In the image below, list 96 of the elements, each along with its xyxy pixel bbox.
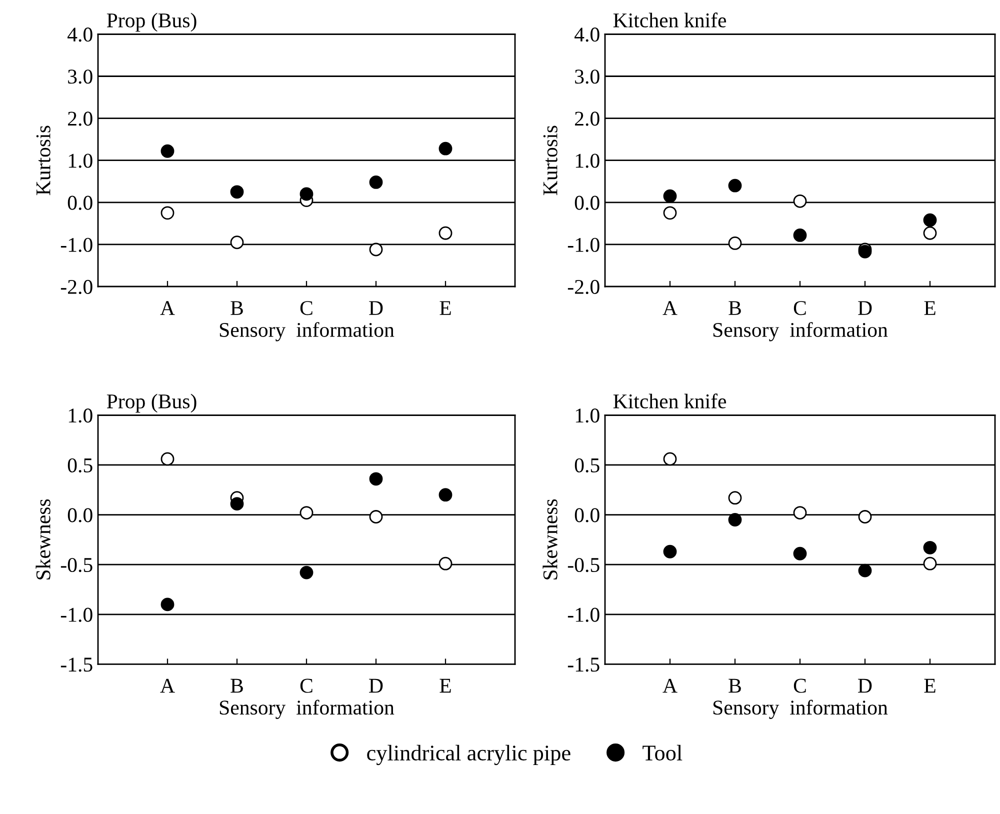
y-tick-label: 4.0 bbox=[68, 28, 92, 42]
point bbox=[300, 506, 314, 520]
point bbox=[160, 144, 174, 158]
point bbox=[230, 185, 244, 199]
point bbox=[728, 491, 742, 505]
point bbox=[663, 452, 677, 466]
y-tick-label: 3.0 bbox=[68, 70, 92, 84]
point bbox=[923, 226, 937, 240]
x-tick-label: A bbox=[160, 301, 175, 315]
point bbox=[438, 488, 452, 502]
point bbox=[858, 564, 872, 578]
x-tick-label: B bbox=[230, 301, 243, 315]
legend-label: cylindrical acrylic pipe bbox=[367, 744, 570, 766]
y-tick-label: -1.0 bbox=[60, 608, 92, 622]
point bbox=[793, 228, 807, 242]
x-tick-label: A bbox=[662, 678, 678, 693]
y-tick-label: -2.0 bbox=[568, 280, 600, 294]
y-tick-label: -1.0 bbox=[568, 238, 600, 252]
point bbox=[728, 513, 742, 526]
y-tick-label: -1.0 bbox=[568, 608, 600, 622]
point bbox=[230, 497, 244, 511]
y-tick-label: 0.0 bbox=[574, 508, 600, 522]
point bbox=[858, 510, 872, 524]
point bbox=[160, 206, 174, 220]
point bbox=[438, 142, 452, 156]
point bbox=[728, 178, 742, 192]
point bbox=[300, 187, 314, 201]
y-tick-label: 3.0 bbox=[575, 70, 600, 84]
legend-label: Tool bbox=[642, 744, 682, 761]
y-tick-label: 2.0 bbox=[575, 112, 600, 126]
y-tick-label: 0.0 bbox=[68, 508, 92, 522]
x-tick-label: C bbox=[300, 301, 312, 316]
point bbox=[369, 176, 383, 189]
x-tick-label: C bbox=[794, 301, 806, 316]
y-tick-label: 1.0 bbox=[576, 154, 600, 168]
y-tick-label: 0.0 bbox=[68, 196, 92, 210]
x-tick-label: D bbox=[369, 678, 383, 693]
x-tick-label: E bbox=[440, 301, 451, 315]
point bbox=[793, 546, 807, 560]
point bbox=[663, 189, 677, 203]
point bbox=[793, 194, 807, 208]
y-axis-title: Skewness bbox=[36, 499, 50, 580]
y-tick-label: 1.0 bbox=[68, 154, 92, 168]
point bbox=[438, 226, 452, 240]
point bbox=[369, 510, 383, 524]
y-tick-label: 0.5 bbox=[68, 458, 92, 472]
x-axis-title: Sensory information bbox=[220, 700, 394, 719]
y-tick-label: 1.0 bbox=[68, 408, 92, 423]
chart-title: Prop (Bus) bbox=[106, 12, 196, 32]
x-tick-label: C bbox=[300, 678, 312, 693]
y-tick-label: -0.5 bbox=[568, 558, 600, 572]
y-tick-label: 1.0 bbox=[576, 408, 600, 423]
chart-title: Kitchen knife bbox=[613, 394, 726, 408]
point bbox=[923, 556, 937, 570]
x-axis-title: Sensory information bbox=[713, 700, 888, 719]
point bbox=[230, 236, 244, 250]
y-tick-label: 0.5 bbox=[574, 458, 600, 472]
point bbox=[369, 242, 383, 256]
x-tick-label: B bbox=[230, 678, 243, 693]
x-tick-label: E bbox=[924, 678, 936, 693]
x-tick-label: D bbox=[858, 678, 872, 693]
y-tick-label: 4.0 bbox=[574, 28, 600, 42]
y-tick-label: -1.5 bbox=[568, 658, 600, 672]
point bbox=[160, 598, 174, 612]
y-axis-title: Kurtosis bbox=[36, 126, 50, 196]
point bbox=[369, 472, 383, 486]
point bbox=[793, 506, 807, 520]
y-tick-label: -2.0 bbox=[60, 280, 92, 294]
point bbox=[923, 540, 937, 554]
x-tick-label: E bbox=[924, 301, 936, 315]
chart-title: Prop (Bus) bbox=[106, 394, 196, 413]
y-axis-title: Skewness bbox=[542, 499, 558, 580]
y-axis-title: Kurtosis bbox=[543, 126, 558, 196]
point bbox=[663, 544, 677, 558]
x-tick-label: B bbox=[728, 678, 741, 693]
x-axis-title: Sensory information bbox=[220, 322, 394, 342]
y-tick-label: -1.0 bbox=[60, 238, 92, 252]
y-tick-label: 2.0 bbox=[68, 112, 92, 126]
x-tick-label: A bbox=[160, 678, 175, 693]
y-tick-label: -1.5 bbox=[60, 658, 92, 672]
chart-title: Kitchen knife bbox=[613, 12, 726, 28]
y-tick-label: -0.5 bbox=[60, 558, 92, 572]
point bbox=[160, 452, 174, 466]
point bbox=[663, 206, 677, 220]
point bbox=[728, 236, 742, 250]
point bbox=[438, 556, 452, 570]
point bbox=[300, 566, 314, 580]
x-tick-label: A bbox=[662, 301, 678, 315]
x-axis-title: Sensory information bbox=[713, 322, 888, 342]
x-tick-label: D bbox=[369, 301, 383, 315]
y-tick-label: 0.0 bbox=[574, 196, 600, 210]
x-tick-label: E bbox=[440, 678, 451, 693]
x-tick-label: B bbox=[728, 301, 741, 315]
point bbox=[923, 213, 937, 227]
x-tick-label: C bbox=[794, 678, 806, 693]
x-tick-label: D bbox=[858, 301, 872, 315]
